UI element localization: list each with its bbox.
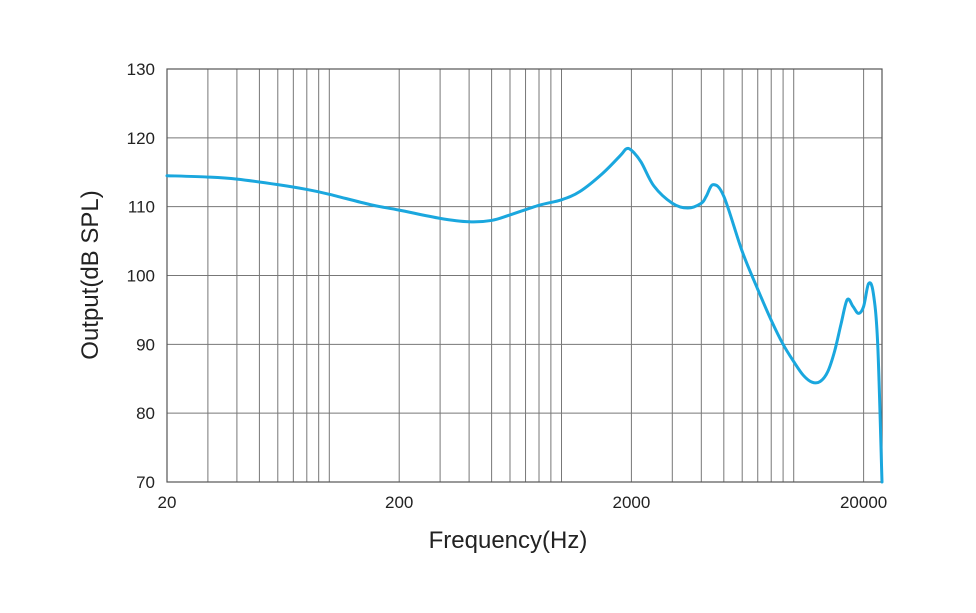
y-tick-labels: 70 80 90 100 110 120 130 [127, 60, 155, 492]
x-tick-labels: 20 200 2000 20000 [158, 493, 888, 512]
y-tick-label: 120 [127, 129, 155, 148]
y-tick-label: 70 [136, 473, 155, 492]
horizontal-gridlines [167, 137, 882, 414]
response-curve-line [165, 146, 884, 484]
plot-frame [166, 68, 883, 483]
y-tick-label: 110 [128, 198, 155, 217]
y-tick-label: 80 [136, 404, 155, 423]
x-tick-label: 2000 [612, 493, 650, 512]
x-tick-label: 200 [385, 493, 413, 512]
y-tick-label: 90 [136, 335, 155, 354]
y-tick-label: 100 [127, 267, 155, 286]
x-tick-label: 20 [158, 493, 177, 512]
y-tick-label: 130 [127, 60, 155, 79]
x-axis-title: Frequency(Hz) [429, 527, 588, 554]
x-tick-label: 20000 [840, 493, 887, 512]
series-layer [165, 146, 884, 484]
y-axis-title: Output(dB SPL) [77, 190, 104, 359]
